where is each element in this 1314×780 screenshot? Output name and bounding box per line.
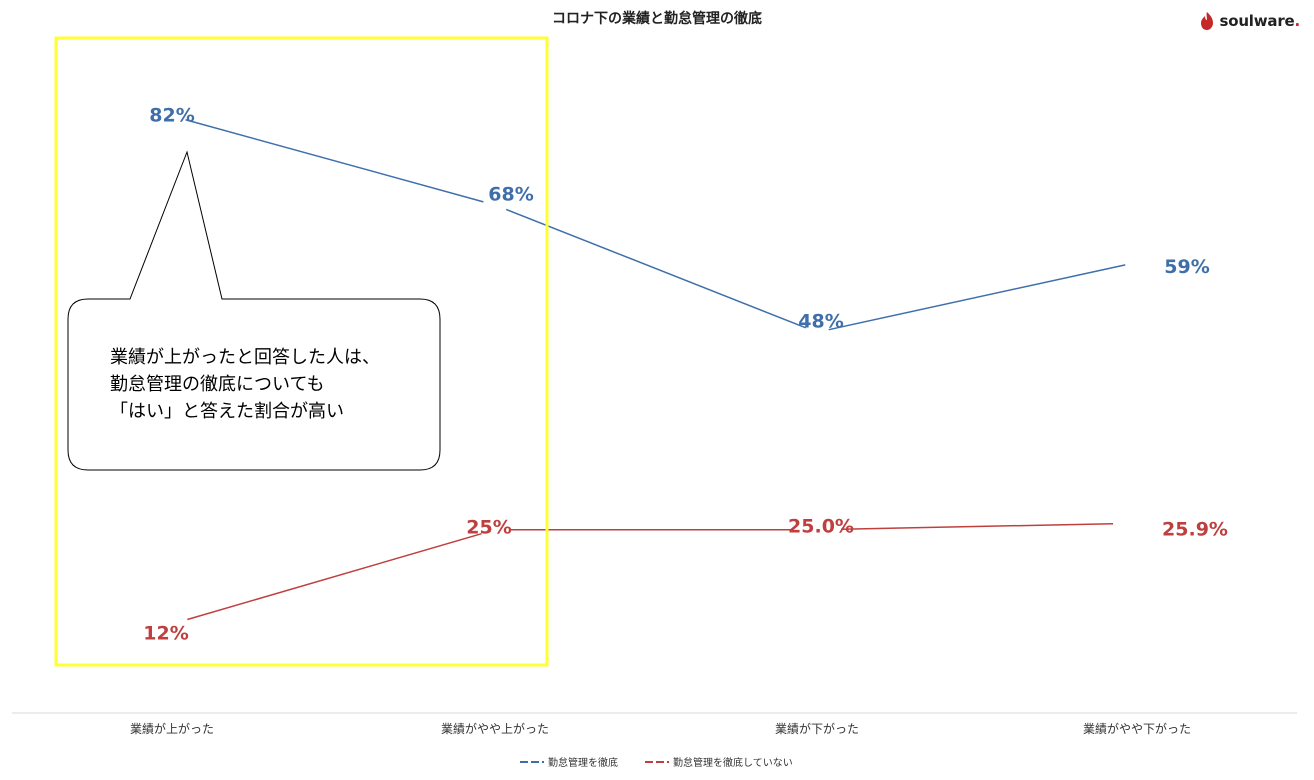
brand-logo: soulware. xyxy=(1198,11,1300,31)
series-0-value-label: 68% xyxy=(488,184,533,206)
series-lines xyxy=(185,118,1126,621)
legend: 勤怠管理を徹底 勤怠管理を徹底していない xyxy=(520,756,793,769)
series-0-value-label: 82% xyxy=(149,105,194,127)
series-0-segment xyxy=(505,208,807,329)
series-1-value-label: 12% xyxy=(143,623,188,645)
legend-label: 勤怠管理を徹底 xyxy=(548,756,618,769)
series-1-value-label: 25% xyxy=(466,516,511,538)
series-0-segment xyxy=(828,264,1126,331)
callout-line: 勤怠管理の徹底についても xyxy=(110,374,325,395)
chart-title: コロナ下の業績と勤怠管理の徹底 xyxy=(552,11,762,27)
x-tick-label: 業績が上がった xyxy=(130,721,214,736)
highlight-box xyxy=(54,36,549,667)
callout-bubble xyxy=(67,150,441,471)
x-tick-label: 業績が下がった xyxy=(775,721,859,736)
x-tick-label: 業績がやや下がった xyxy=(1083,721,1191,736)
brand-name: soulware. xyxy=(1219,12,1300,30)
series-1-value-label: 25.9% xyxy=(1162,519,1228,541)
x-tick-label: 業績がやや上がった xyxy=(441,721,549,736)
series-1-value-label: 25.0% xyxy=(788,515,854,537)
series-1-segment xyxy=(187,532,482,621)
series-1-segment xyxy=(840,522,1114,531)
callout-line: 業績が上がったと回答した人は、 xyxy=(110,347,380,368)
series-0-value-label: 48% xyxy=(798,311,843,333)
legend-label: 勤怠管理を徹底していない xyxy=(673,756,793,769)
callout-line: 「はい」と答えた割合が高い xyxy=(110,401,344,422)
category-labels: 業績が上がった 業績がやや上がった 業績が下がった 業績がやや下がった xyxy=(130,721,1191,736)
series-0-value-label: 59% xyxy=(1164,256,1209,278)
value-labels: 82% 68% 48% 59% 12% 25% 25.0% 25.9% xyxy=(143,105,1228,645)
series-0-segment xyxy=(185,118,484,203)
flame-icon xyxy=(1201,12,1214,30)
callout-text: 業績が上がったと回答した人は、 勤怠管理の徹底についても 「はい」と答えた割合が… xyxy=(110,347,380,422)
